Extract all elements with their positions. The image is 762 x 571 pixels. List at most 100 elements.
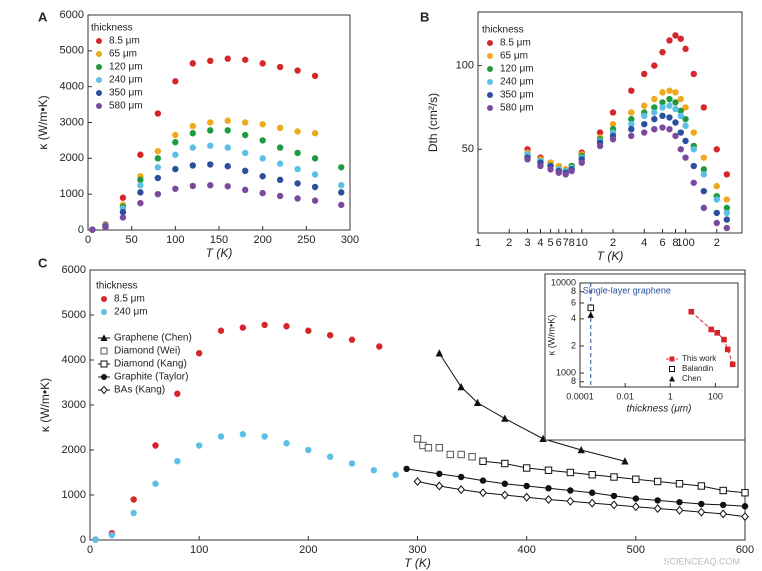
point <box>294 149 301 157</box>
point <box>641 70 648 78</box>
point <box>741 512 749 522</box>
point <box>713 196 720 203</box>
x-tick-label: 200 <box>299 544 317 556</box>
legend-label: 65 μm <box>109 49 137 60</box>
point <box>239 431 247 438</box>
point <box>723 204 731 212</box>
point <box>224 127 231 134</box>
point <box>326 332 334 339</box>
point <box>682 122 689 130</box>
point <box>119 194 127 201</box>
point <box>259 173 266 180</box>
point <box>370 467 378 474</box>
point <box>172 78 179 85</box>
point <box>713 219 720 227</box>
legend-marker <box>101 309 107 315</box>
point <box>242 149 249 157</box>
panel-label: A <box>38 9 48 24</box>
y-tick-label: 4000 <box>60 81 84 93</box>
y-tick-label: 3000 <box>60 116 84 128</box>
point <box>501 459 509 468</box>
y-tick-label: 8 <box>571 286 576 296</box>
legend-marker <box>669 366 675 372</box>
y-tick-label: 50 <box>462 143 474 155</box>
point <box>628 87 635 94</box>
point <box>311 72 319 80</box>
legend-label: 8.5 μm <box>114 294 145 305</box>
panel-label: C <box>38 255 48 270</box>
point <box>677 112 684 120</box>
point <box>172 165 179 173</box>
point <box>544 466 553 474</box>
point <box>596 129 604 136</box>
point <box>713 146 720 153</box>
point <box>677 95 684 103</box>
plot-frame <box>87 14 351 231</box>
legend-title: thickness <box>91 23 133 34</box>
legend-label: 120 μm <box>500 64 534 75</box>
point <box>276 176 284 184</box>
point <box>326 453 334 460</box>
legend-label: 120 μm <box>109 62 143 73</box>
point <box>224 163 231 170</box>
point <box>189 144 196 151</box>
point <box>457 450 465 459</box>
point <box>741 489 749 497</box>
x-tick-label: 8 <box>672 237 678 249</box>
point <box>413 435 422 443</box>
y-tick-label: 10000 <box>551 277 576 287</box>
point <box>154 147 162 155</box>
x-tick-label: 4 <box>641 237 647 249</box>
point <box>677 146 684 153</box>
y-tick-label: 5000 <box>60 45 84 57</box>
y-axis-label: κ (W/m•K) <box>546 315 556 356</box>
legend-marker <box>100 347 108 355</box>
point <box>621 457 629 465</box>
point <box>700 171 708 178</box>
point <box>697 482 706 490</box>
legend-label: 65 μm <box>500 51 528 62</box>
point <box>276 192 284 200</box>
y-tick-label: 4 <box>571 313 576 323</box>
point <box>189 130 196 137</box>
point <box>479 457 487 465</box>
point <box>207 161 214 168</box>
point <box>207 182 214 189</box>
point <box>666 125 673 133</box>
x-tick-label: 400 <box>517 544 535 556</box>
legend-label: Diamond (Kang) <box>114 359 187 370</box>
point <box>137 199 144 207</box>
point <box>479 488 487 498</box>
point <box>588 498 597 508</box>
point <box>207 57 214 65</box>
point <box>195 442 203 449</box>
point <box>311 197 319 204</box>
x-tick-label: 1 <box>475 237 481 249</box>
series-line <box>417 481 746 518</box>
legend-title: thickness <box>96 281 138 292</box>
y-axis-label: κ (W/m•K) <box>38 378 52 432</box>
legend-label: Chen <box>682 374 701 383</box>
point <box>119 214 127 221</box>
x-tick-label: 6 <box>556 237 562 249</box>
legend-marker <box>96 51 102 57</box>
point <box>242 56 249 63</box>
point <box>242 119 249 126</box>
point <box>501 480 509 487</box>
point <box>677 107 684 114</box>
point <box>653 477 662 486</box>
y-tick-label: 6000 <box>62 264 86 276</box>
point <box>547 166 554 173</box>
point <box>568 167 575 175</box>
point <box>338 201 345 209</box>
legend-label: BAs (Kang) <box>114 385 165 396</box>
point <box>688 308 695 315</box>
point <box>682 154 689 161</box>
point <box>392 471 399 478</box>
point <box>666 87 673 94</box>
x-tick-label: 50 <box>126 234 138 246</box>
point <box>544 495 553 504</box>
legend-label: Balandin <box>682 364 713 373</box>
point <box>659 89 666 96</box>
